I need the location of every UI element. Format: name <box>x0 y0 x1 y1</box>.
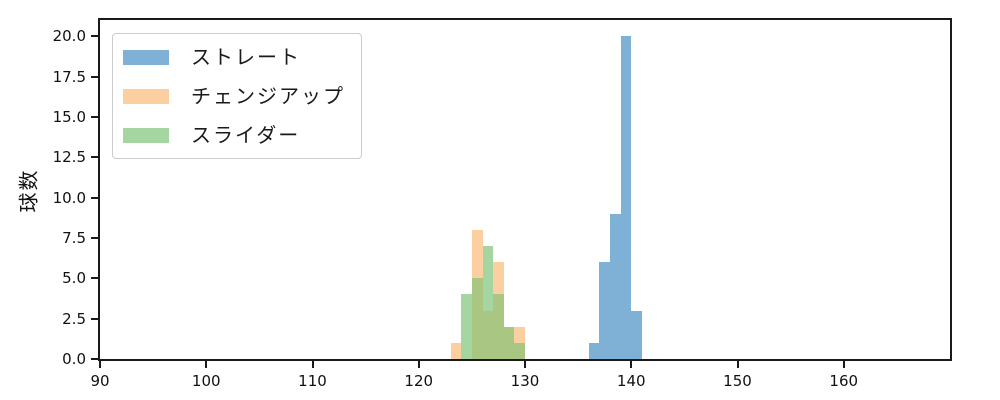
y-tick-label: 17.5 <box>52 67 86 86</box>
y-tick-mark <box>91 115 98 118</box>
y-tick-label: 10.0 <box>52 188 86 207</box>
legend-swatch <box>123 88 169 104</box>
legend-item: スライダー <box>123 125 345 145</box>
bar-changeup <box>471 229 483 279</box>
y-tick-label: 12.5 <box>52 148 86 167</box>
y-tick-mark <box>91 358 98 360</box>
x-tick-label: 160 <box>829 372 859 390</box>
bar-straight <box>620 36 632 359</box>
x-tick-mark <box>630 361 633 368</box>
bar-overlap <box>482 310 494 359</box>
y-tick-mark <box>91 277 98 280</box>
y-tick-mark <box>91 236 98 239</box>
legend-swatch <box>123 49 169 65</box>
y-tick-label: 5.0 <box>62 269 86 288</box>
x-tick-label: 130 <box>510 372 540 390</box>
bar-changeup <box>514 326 525 343</box>
y-tick-label: 2.5 <box>62 309 86 328</box>
plot-frame: 90 100 110 120 130 140 150 160 0.0 2.5 5.0 7.5 10.0 1… <box>53 18 952 390</box>
y-tick-mark <box>91 75 98 78</box>
legend-label: チェンジアップ <box>191 84 345 108</box>
x-tick-label: 100 <box>191 372 221 390</box>
x-tick-mark <box>736 361 739 368</box>
legend-item: ストレート <box>123 47 345 67</box>
legend: ストレートチェンジアップ スライダー <box>112 33 362 159</box>
y-tick-mark <box>91 35 98 38</box>
bar-straight <box>599 262 610 359</box>
y-tick-mark <box>91 196 98 199</box>
x-tick-mark <box>99 361 101 368</box>
legend-label: スライダー <box>191 123 301 147</box>
bar-overlap <box>471 278 483 359</box>
x-tick-mark <box>205 361 208 368</box>
y-tick-label: 20.0 <box>52 27 86 46</box>
x-tick-label: 90 <box>90 372 110 390</box>
bar-straight <box>610 213 621 359</box>
y-tick-label: 15.0 <box>52 107 86 126</box>
x-tick-mark <box>524 361 526 368</box>
y-tick-mark <box>91 317 98 320</box>
bar-changeup <box>450 342 462 359</box>
x-tick-mark <box>417 361 420 368</box>
x-tick-label: 140 <box>616 372 646 390</box>
legend-label: ストレート <box>191 45 301 69</box>
bar-overlap <box>514 342 525 359</box>
bar-slider <box>482 246 494 311</box>
legend-item: チェンジアップ <box>123 86 345 106</box>
x-tick-label: 120 <box>404 372 434 390</box>
bar-straight <box>588 342 600 359</box>
bar-changeup <box>493 262 504 295</box>
x-tick-label: 110 <box>298 372 327 390</box>
bar-overlap <box>503 326 515 359</box>
y-tick-label: 0.0 <box>62 350 86 368</box>
x-tick-mark <box>842 361 845 368</box>
y-tick-label: 7.5 <box>62 228 86 247</box>
plot-area: 90 100 110 120 130 140 150 160 0.0 2.5 5.0 7.5 10.0 1… <box>53 20 950 390</box>
x-tick-label: 150 <box>723 372 752 390</box>
bar-slider <box>461 294 472 359</box>
bar-straight <box>631 310 642 359</box>
x-tick-mark <box>311 361 314 368</box>
y-tick-mark <box>91 156 98 159</box>
legend-swatch <box>123 127 169 143</box>
bar-overlap <box>493 294 504 359</box>
